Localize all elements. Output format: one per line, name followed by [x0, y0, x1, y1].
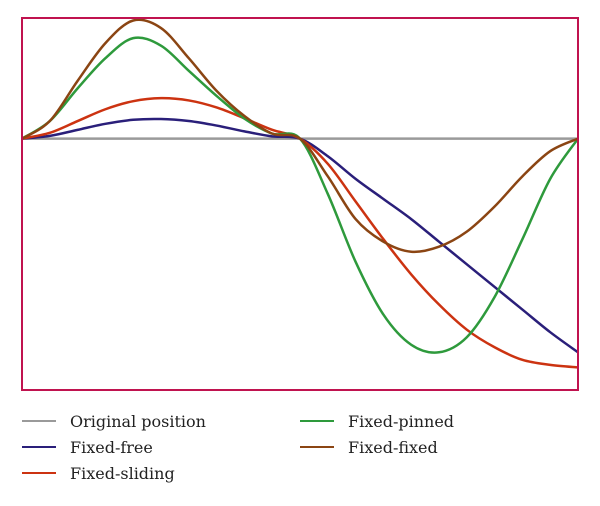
series-lines	[21, 18, 580, 369]
series-line-fixed-pinned	[21, 36, 580, 354]
legend-label-fixed-fixed: Fixed-fixed	[348, 437, 438, 457]
legend-item-original-position: Original position	[22, 410, 206, 432]
legend-swatch-fixed-pinned	[300, 420, 334, 422]
legend-label-fixed-sliding: Fixed-sliding	[70, 463, 175, 483]
legend-item-fixed-fixed: Fixed-fixed	[300, 436, 438, 458]
legend-item-fixed-sliding: Fixed-sliding	[22, 462, 175, 484]
legend-label-fixed-free: Fixed-free	[70, 437, 153, 457]
legend-label-original-position: Original position	[70, 411, 206, 431]
plot-frame	[21, 17, 579, 391]
legend-item-fixed-free: Fixed-free	[22, 436, 153, 458]
series-line-fixed-free	[21, 117, 579, 354]
legend-item-fixed-pinned: Fixed-pinned	[300, 410, 454, 432]
legend-label-fixed-pinned: Fixed-pinned	[348, 411, 455, 431]
legend-swatch-original-position	[22, 420, 56, 422]
legend-swatch-fixed-fixed	[300, 446, 334, 448]
series-line-fixed-fixed	[21, 18, 579, 254]
legend-swatch-fixed-free	[22, 446, 56, 448]
legend-swatch-fixed-sliding	[22, 472, 56, 474]
